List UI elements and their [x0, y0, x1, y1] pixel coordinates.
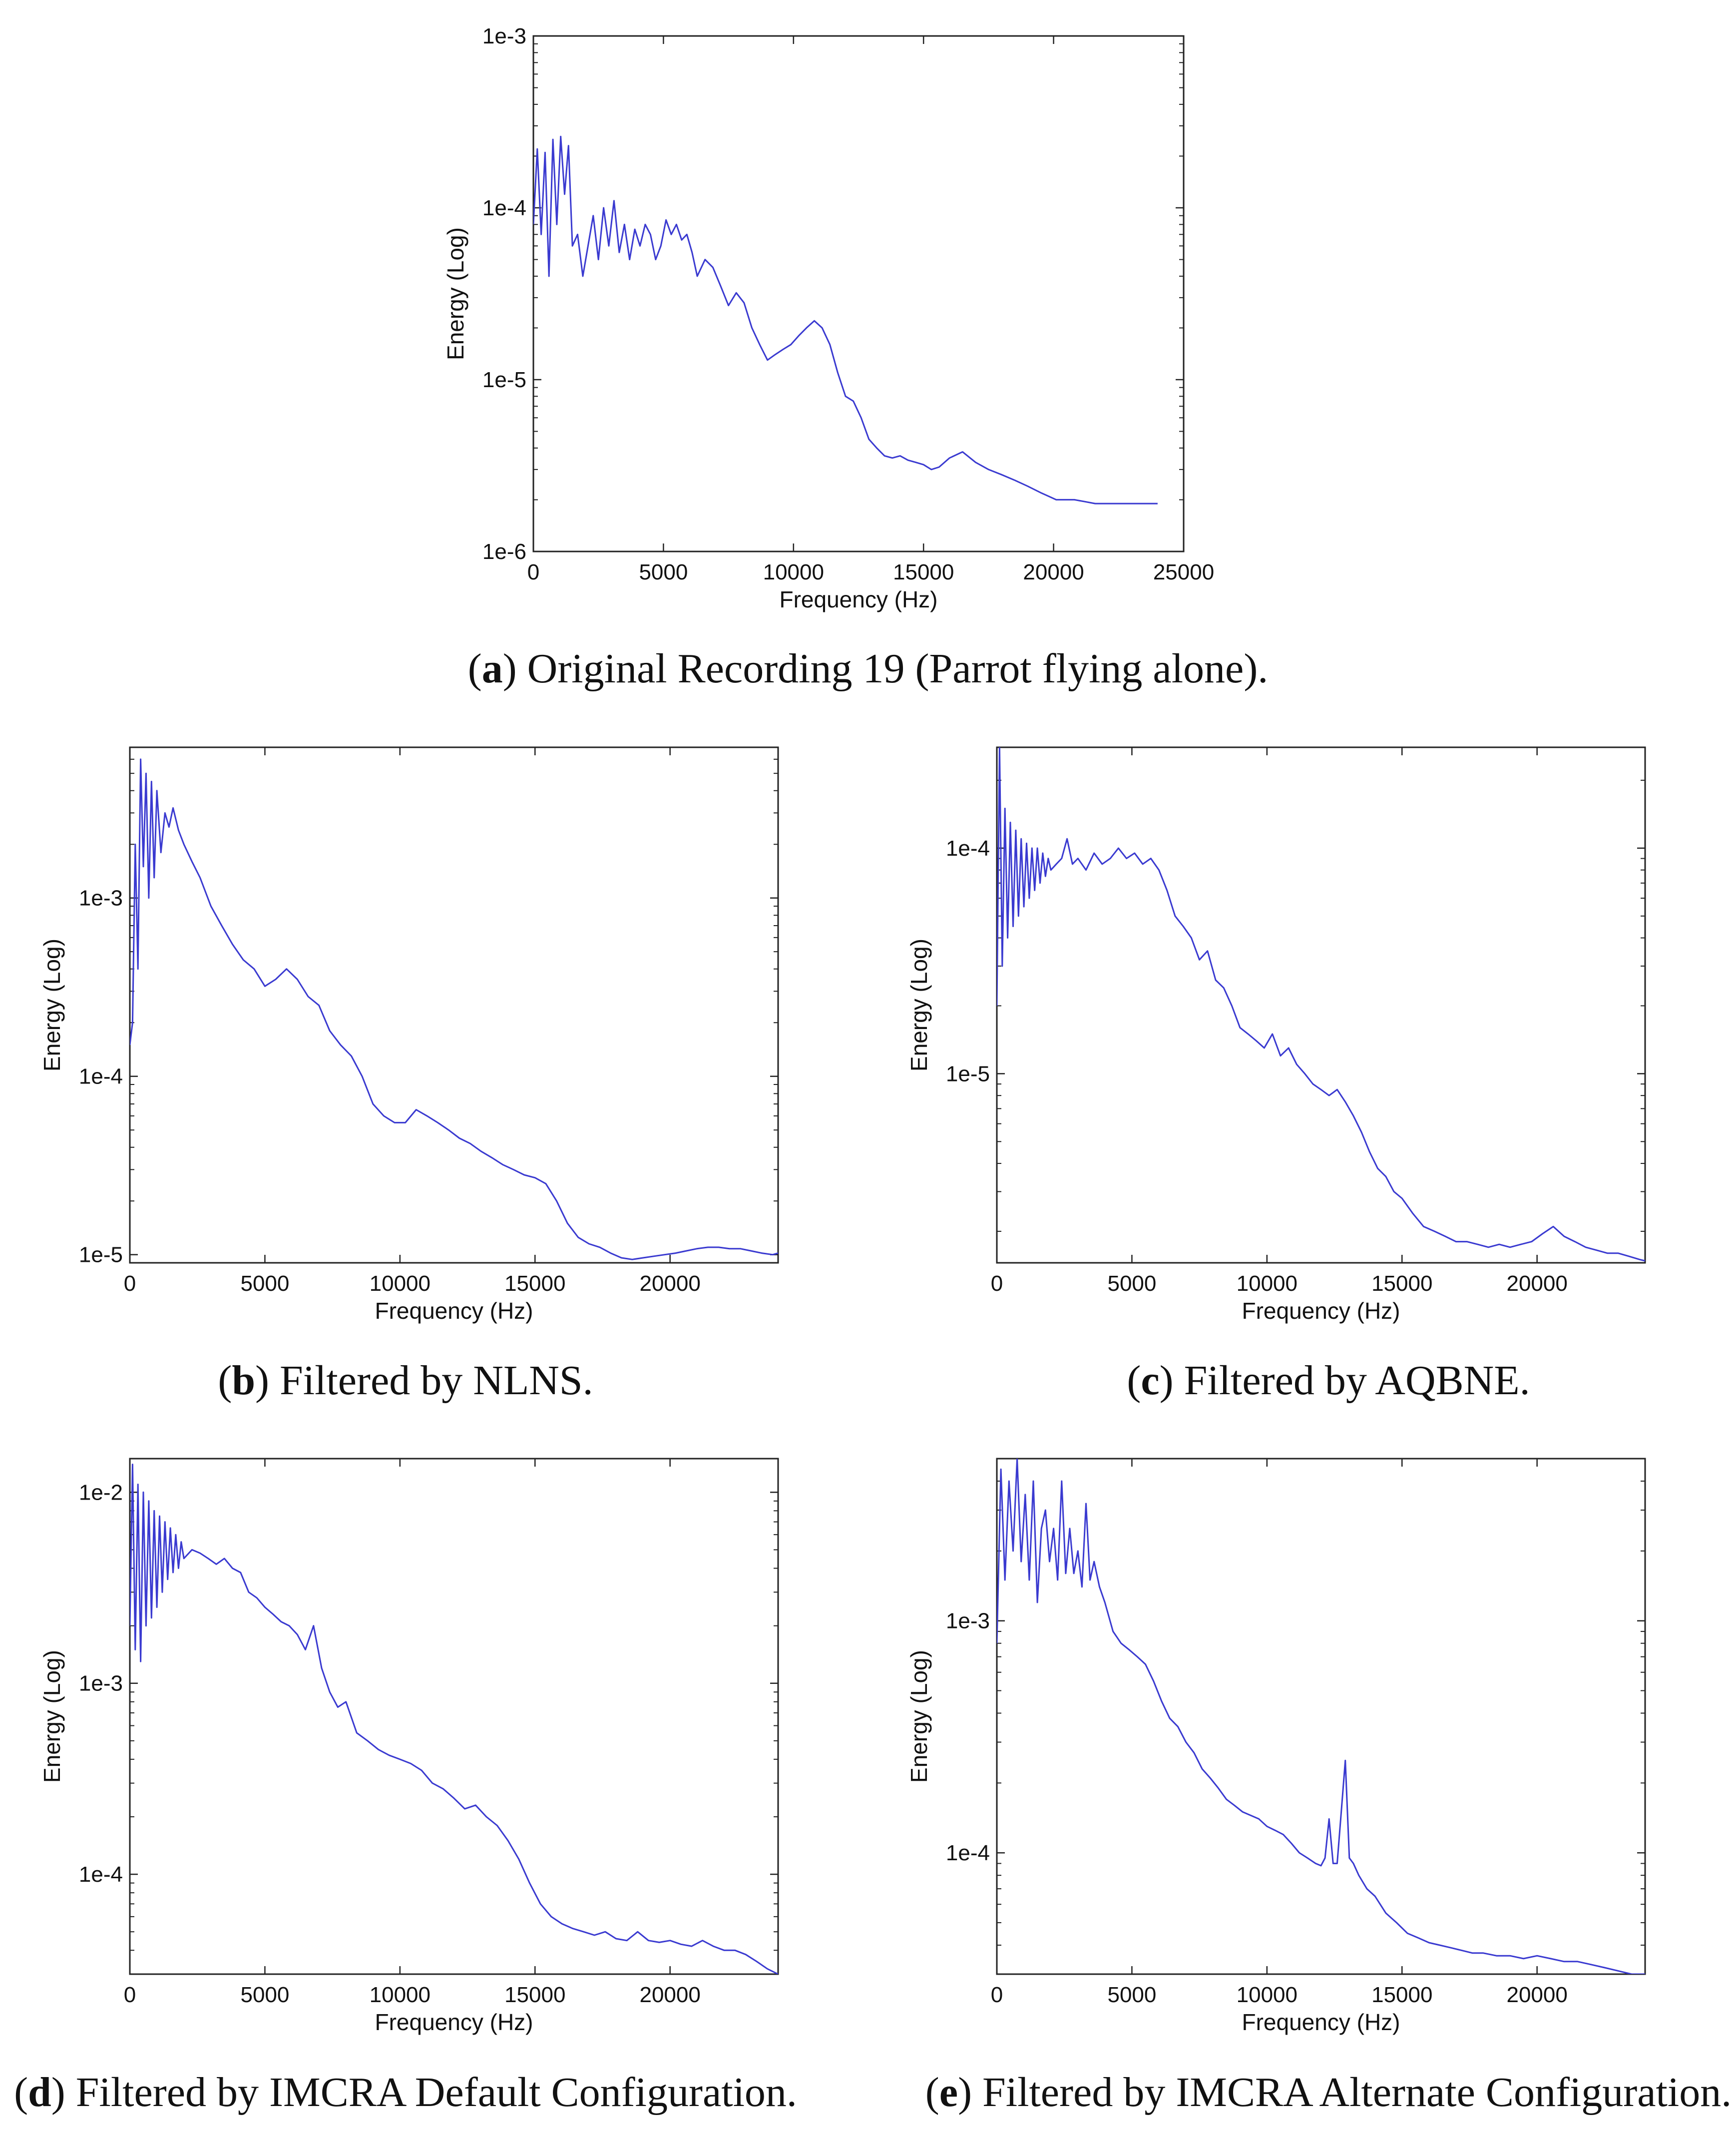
y-axis-label: Energy (Log): [906, 1650, 932, 1783]
caption-letter: d: [28, 2069, 51, 2116]
caption-text: Filtered by AQBNE.: [1173, 1357, 1530, 1404]
x-tick-label: 0: [991, 1983, 1003, 2007]
x-tick-label: 5000: [240, 1983, 289, 2007]
x-tick-label: 10000: [1237, 1271, 1298, 1296]
x-tick-label: 10000: [370, 1983, 431, 2007]
caption-d: (d) Filtered by IMCRA Default Configurat…: [14, 2069, 797, 2116]
caption-text: Filtered by IMCRA Alternate Configuratio…: [972, 2069, 1732, 2116]
plot-area: [996, 1458, 1646, 1975]
y-tick-label: 1e-4: [946, 1841, 990, 1865]
y-tick-label: 1e-5: [946, 1062, 990, 1086]
x-tick-label: 0: [527, 560, 539, 584]
y-tick-label: 1e-4: [482, 196, 526, 220]
y-tick-label: 1e-3: [946, 1609, 990, 1633]
x-tick-label: 5000: [240, 1271, 289, 1296]
x-axis-label: Frequency (Hz): [375, 1298, 533, 1324]
x-tick-label: 20000: [1506, 1271, 1567, 1296]
x-tick-label: 20000: [1506, 1983, 1567, 2007]
x-tick-label: 15000: [1371, 1983, 1432, 2007]
x-tick-label: 10000: [763, 560, 824, 584]
x-tick-label: 15000: [893, 560, 954, 584]
caption-a: (a) Original Recording 19 (Parrot flying…: [467, 645, 1269, 692]
series-line: [130, 1464, 778, 1974]
y-tick-label: 1e-4: [946, 836, 990, 861]
x-axis-label: Frequency (Hz): [375, 2009, 533, 2035]
x-tick-label: 15000: [1371, 1271, 1432, 1296]
x-tick-label: 20000: [1023, 560, 1084, 584]
plot-area: [532, 35, 1185, 552]
x-tick-label: 5000: [639, 560, 688, 584]
y-axis-label: Energy (Log): [442, 227, 468, 360]
x-tick-label: 15000: [504, 1271, 565, 1296]
x-tick-label: 10000: [1237, 1983, 1298, 2007]
y-tick-label: 1e-4: [79, 1065, 123, 1089]
x-axis-label: Frequency (Hz): [1242, 2009, 1400, 2035]
y-tick-label: 1e-3: [79, 886, 123, 911]
plot-area: [996, 746, 1646, 1264]
y-axis-label: Energy (Log): [906, 939, 932, 1071]
caption-letter: c: [1141, 1357, 1160, 1404]
x-tick-label: 0: [991, 1271, 1003, 1296]
y-tick-label: 1e-3: [79, 1671, 123, 1696]
series-line: [533, 135, 1158, 505]
x-axis-label: Frequency (Hz): [1242, 1298, 1400, 1324]
x-tick-label: 0: [124, 1983, 136, 2007]
x-tick-label: 0: [124, 1271, 136, 1296]
x-tick-label: 10000: [370, 1271, 431, 1296]
y-tick-label: 1e-2: [79, 1480, 123, 1505]
series-line: [997, 1459, 1645, 1974]
y-tick-label: 1e-6: [482, 539, 526, 564]
x-tick-label: 25000: [1153, 560, 1214, 584]
y-axis-label: Energy (Log): [39, 1650, 65, 1783]
caption-letter: e: [939, 2069, 958, 2116]
plot-area: [129, 746, 779, 1264]
y-axis-label: Energy (Log): [39, 939, 65, 1071]
caption-c: (c) Filtered by AQBNE.: [1127, 1357, 1530, 1404]
y-tick-label: 1e-5: [79, 1243, 123, 1267]
x-tick-label: 20000: [639, 1983, 700, 2007]
caption-b: (b) Filtered by NLNS.: [218, 1357, 593, 1404]
caption-letter: a: [481, 645, 503, 692]
caption-text: Filtered by IMCRA Default Configuration.: [65, 2069, 797, 2116]
x-tick-label: 5000: [1107, 1983, 1156, 2007]
caption-e: (e) Filtered by IMCRA Alternate Configur…: [925, 2069, 1732, 2116]
caption-text: Filtered by NLNS.: [269, 1357, 593, 1404]
plot-area: [129, 1458, 779, 1975]
x-tick-label: 20000: [639, 1271, 700, 1296]
y-tick-label: 1e-4: [79, 1862, 123, 1887]
x-tick-label: 5000: [1107, 1271, 1156, 1296]
series-line: [130, 758, 778, 1260]
y-tick-label: 1e-3: [482, 24, 526, 48]
x-tick-label: 15000: [504, 1983, 565, 2007]
x-axis-label: Frequency (Hz): [780, 586, 938, 612]
series-line: [997, 747, 1645, 1262]
y-tick-label: 1e-5: [482, 368, 526, 392]
caption-text: Original Recording 19 (Parrot flying alo…: [516, 645, 1269, 692]
caption-letter: b: [232, 1357, 256, 1404]
